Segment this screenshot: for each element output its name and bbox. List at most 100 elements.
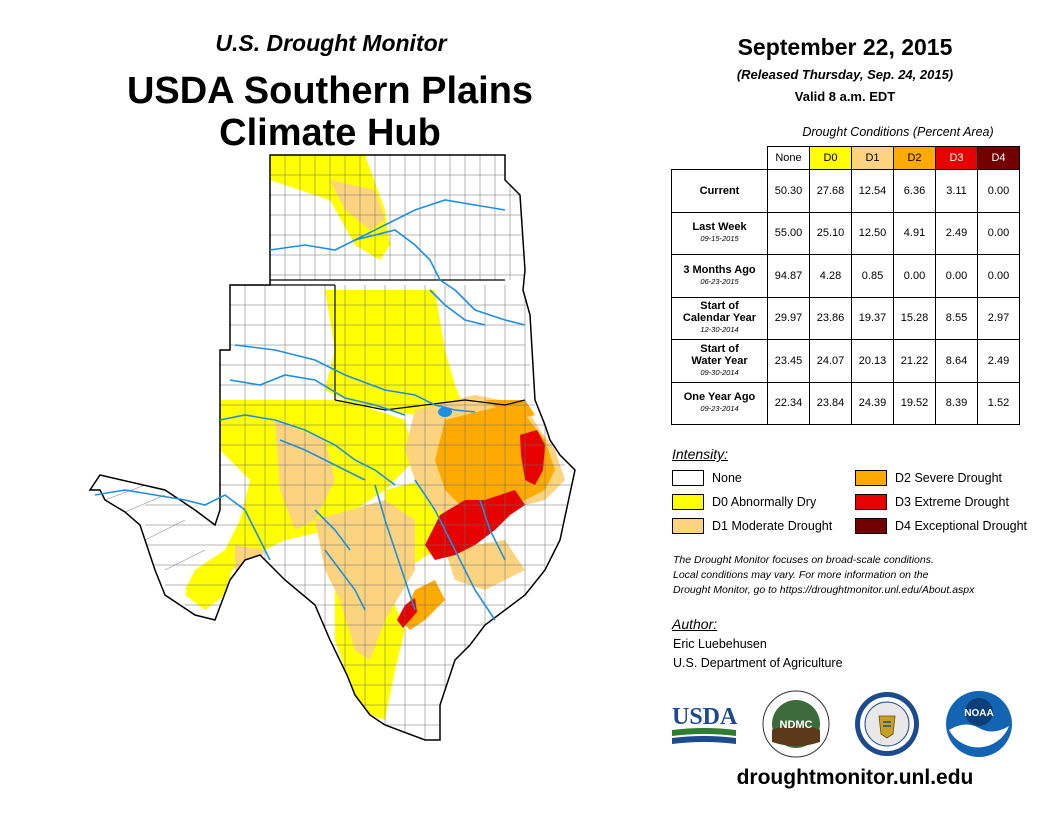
table-cell-d2: 6.36: [893, 169, 936, 213]
row-date: 12-30-2014: [700, 325, 739, 335]
table-cell-none: 94.87: [767, 254, 810, 298]
region-title-line1: USDA Southern Plains: [126, 70, 534, 112]
table-row: Current 50.30 27.68 12.54 6.36 3.11 0.00: [671, 169, 1020, 213]
series-title: U.S. Drought Monitor: [215, 30, 447, 56]
table-cell-d0: 4.28: [809, 254, 852, 298]
column-header-d1: D1: [851, 146, 894, 170]
column-header-d2: D2: [893, 146, 936, 170]
table-cell-d3: 2.49: [935, 211, 978, 255]
table-cell-d1: 12.54: [851, 169, 894, 213]
row-label: Start of Water Year 09-30-2014: [671, 339, 768, 383]
row-label-line: Current: [699, 184, 740, 197]
legend-swatch: [855, 518, 887, 534]
table-cell-d4: 2.97: [977, 296, 1020, 340]
row-label-line: Start of: [700, 300, 739, 313]
note-line: Local conditions may vary. For more info…: [673, 569, 929, 581]
table-header-row: None D0 D1 D2 D3 D4: [672, 146, 1020, 170]
table-cell-d0: 23.86: [809, 296, 852, 340]
note-line: The Drought Monitor focuses on broad-sca…: [673, 554, 934, 566]
ndmc-logo-text: NDMC: [780, 719, 813, 731]
row-date: 09-15-2015: [700, 234, 739, 244]
table-cell-none: 22.34: [767, 381, 810, 425]
note-line: Drought Monitor, go to https://droughtmo…: [673, 584, 975, 596]
usda-logo: USDA: [672, 704, 738, 744]
table-cell-d3: 8.39: [935, 381, 978, 425]
table-cell-d1: 24.39: [851, 381, 894, 425]
row-label-line: Start of: [700, 342, 739, 355]
author-title: Author:: [672, 616, 718, 632]
author-organization: U.S. Department of Agriculture: [673, 656, 843, 670]
legend-label: D3 Extreme Drought: [895, 495, 1009, 509]
table-cell-d4: 0.00: [977, 211, 1020, 255]
row-date: 09-23-2014: [700, 404, 739, 414]
table-cell-none: 23.45: [767, 339, 810, 383]
noaa-logo: NOAA: [946, 691, 1012, 757]
row-label-line: One Year Ago: [683, 391, 756, 404]
table-cell-d3: 0.00: [935, 254, 978, 298]
table-cell-none: 50.30: [767, 169, 810, 213]
legend-swatch: [855, 470, 887, 486]
row-label: Last Week 09-15-2015: [671, 211, 768, 255]
table-cell-d2: 0.00: [893, 254, 936, 298]
legend-label: None: [712, 471, 742, 485]
row-label-line: Calendar Year: [682, 312, 757, 325]
legend-title: Intensity:: [672, 446, 729, 462]
author-name: Eric Luebehusen: [673, 637, 767, 651]
row-label: 3 Months Ago 06-23-2015: [671, 254, 768, 298]
row-label: Start of Calendar Year 12-30-2014: [671, 296, 768, 340]
row-label-line: Water Year: [691, 354, 748, 367]
table-cell-d0: 25.10: [809, 211, 852, 255]
county-lines: [104, 155, 575, 740]
region-outline: [88, 154, 576, 741]
row-date: 06-23-2015: [700, 276, 739, 286]
table-cell-d2: 21.22: [893, 339, 936, 383]
region-title-line2: Climate Hub: [219, 112, 441, 154]
table-cell-d0: 27.68: [809, 169, 852, 213]
table-cell-d2: 4.91: [893, 211, 936, 255]
column-header-d4: D4: [977, 146, 1020, 170]
commerce-seal-logo: [855, 692, 919, 756]
table-cell-d1: 20.13: [851, 339, 894, 383]
table-cell-d4: 0.00: [977, 254, 1020, 298]
table-cell-none: 55.00: [767, 211, 810, 255]
table-cell-d4: 0.00: [977, 169, 1020, 213]
legend-swatch: [672, 518, 704, 534]
legend-swatch: [855, 494, 887, 510]
drought-stats-table: None D0 D1 D2 D3 D4 Current 50.30 27.68 12.54 6.36…: [671, 146, 1020, 425]
row-label: One Year Ago 09-23-2014: [671, 381, 768, 425]
table-row: Last Week 09-15-2015 55.00 25.10 12.50 4.91 2.…: [671, 211, 1020, 255]
table-cell-d1: 19.37: [851, 296, 894, 340]
table-corner: [672, 147, 768, 170]
legend-label: D0 Abnormally Dry: [712, 495, 817, 509]
valid-time: Valid 8 a.m. EDT: [794, 89, 896, 104]
table-cell-d2: 15.28: [893, 296, 936, 340]
website-url: droughtmonitor.unl.edu: [736, 766, 974, 789]
table-cell-d4: 1.52: [977, 381, 1020, 425]
rivers: [94, 199, 526, 621]
drought-map: [88, 154, 576, 741]
table-cell-d0: 24.07: [809, 339, 852, 383]
ndmc-logo: NDMC: [762, 690, 830, 758]
column-header-d3: D3: [935, 146, 978, 170]
table-row: Start of Calendar Year 12-30-2014 29.97 23.8…: [671, 296, 1020, 340]
table-row: One Year Ago 09-23-2014 22.34 23.84 24.39 19.…: [671, 381, 1020, 425]
table-cell-d3: 3.11: [935, 169, 978, 213]
table-cell-d3: 8.64: [935, 339, 978, 383]
legend-label: D4 Exceptional Drought: [895, 519, 1028, 533]
row-date: 09-30-2014: [700, 367, 739, 377]
map-date: September 22, 2015: [737, 34, 953, 60]
legend-swatch: [672, 470, 704, 486]
legend-label: D1 Moderate Drought: [712, 519, 833, 533]
row-label: Current: [671, 169, 768, 213]
legend-label: D2 Severe Drought: [895, 471, 1003, 485]
legend-swatch: [672, 494, 704, 510]
table-row: Start of Water Year 09-30-2014 23.45 24.07 20…: [671, 339, 1020, 383]
info-note: The Drought Monitor focuses on broad-sca…: [673, 553, 1043, 598]
table-cell-d4: 2.49: [977, 339, 1020, 383]
row-label-line: Last Week: [692, 221, 747, 234]
table-cell-d0: 23.84: [809, 381, 852, 425]
table-cell-none: 29.97: [767, 296, 810, 340]
table-caption: Drought Conditions (Percent Area): [802, 125, 994, 139]
row-label-line: 3 Months Ago: [683, 263, 756, 276]
table-row: 3 Months Ago 06-23-2015 94.87 4.28 0.85 0.00 0…: [671, 254, 1020, 298]
